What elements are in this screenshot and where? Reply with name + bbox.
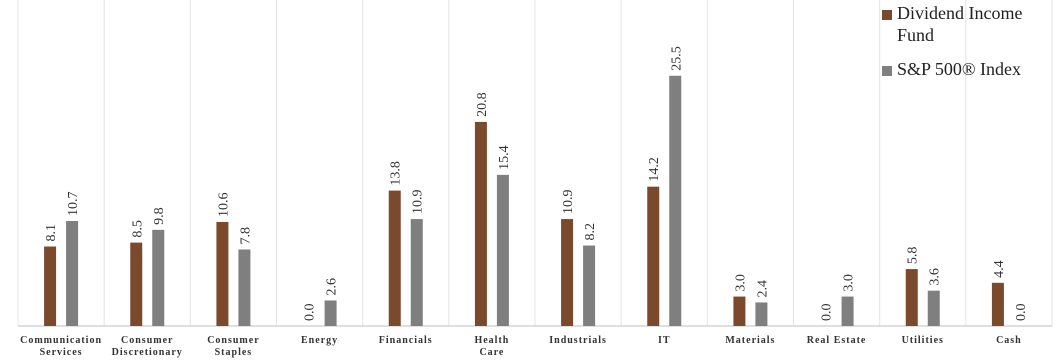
data-label-energy-fund: 0.0 xyxy=(303,304,318,322)
chart-legend: Dividend Income Fund S&P 500® Index xyxy=(882,2,1058,80)
data-label-health-care-index: 15.4 xyxy=(497,145,512,169)
bar-financials-index xyxy=(410,219,423,326)
bar-communication-services-index xyxy=(66,221,79,326)
data-label-materials-fund: 3.0 xyxy=(733,274,748,292)
tick-label-cash: Cash xyxy=(996,335,1022,346)
legend-item-dividend-income-fund: Dividend Income Fund xyxy=(882,2,1058,46)
bar-it-index xyxy=(669,75,682,326)
bar-consumer-staples-index xyxy=(238,249,251,326)
tick-label-health-care-line2: Care xyxy=(479,347,504,358)
legend-label-sp500-index: S&P 500® Index xyxy=(897,59,1022,79)
bar-consumer-discretionary-fund xyxy=(130,242,143,326)
data-label-materials-index: 2.4 xyxy=(755,280,770,298)
data-label-it-fund: 14.2 xyxy=(647,157,662,182)
data-label-industrials-index: 8.2 xyxy=(583,223,598,241)
tick-label-consumer-staples-line1: Consumer xyxy=(207,335,259,346)
legend-swatch-sp500-index xyxy=(882,66,892,76)
data-label-utilities-index: 3.6 xyxy=(928,268,943,286)
data-label-it-index: 25.5 xyxy=(669,46,684,71)
data-label-consumer-discretionary-fund: 8.5 xyxy=(130,220,145,238)
legend-label-dividend-income-fund-line1: Dividend Income xyxy=(897,3,1023,23)
tick-label-financials: Financials xyxy=(379,335,433,346)
bar-utilities-index xyxy=(927,290,940,326)
tick-label-communication-services-line1: Communication xyxy=(20,335,102,346)
bar-it-fund xyxy=(647,186,660,326)
bar-industrials-fund xyxy=(561,219,574,326)
bar-energy-index xyxy=(324,300,337,326)
data-label-financials-index: 10.9 xyxy=(411,190,426,215)
data-label-energy-index: 2.6 xyxy=(325,278,340,296)
tick-label-it: IT xyxy=(658,335,671,346)
data-label-real-estate-index: 3.0 xyxy=(842,274,857,292)
tick-label-consumer-discretionary-line2: Discretionary xyxy=(112,347,183,358)
data-label-consumer-staples-fund: 10.6 xyxy=(216,192,231,217)
tick-label-energy: Energy xyxy=(301,335,338,346)
tick-label-health-care-line1: Health xyxy=(474,335,509,346)
bar-real-estate-index xyxy=(841,296,854,326)
legend-swatch-dividend-income-fund xyxy=(882,10,892,20)
tick-label-real-estate: Real Estate xyxy=(807,335,867,346)
bar-industrials-index xyxy=(583,245,596,326)
data-label-communication-services-index: 10.7 xyxy=(66,192,81,217)
data-label-consumer-staples-index: 7.8 xyxy=(238,227,253,245)
data-label-communication-services-fund: 8.1 xyxy=(44,224,59,242)
data-label-cash-index: 0.0 xyxy=(1014,304,1029,322)
bar-consumer-staples-fund xyxy=(216,221,229,326)
bar-cash-fund xyxy=(991,282,1004,326)
data-label-utilities-fund: 5.8 xyxy=(906,247,921,265)
bar-utilities-fund xyxy=(905,269,918,326)
data-label-cash-fund: 4.4 xyxy=(992,260,1007,278)
tick-label-utilities: Utilities xyxy=(902,335,944,346)
bar-health-care-index xyxy=(496,174,509,326)
tick-label-industrials: Industrials xyxy=(549,335,607,346)
bar-health-care-fund xyxy=(474,121,487,327)
data-label-consumer-discretionary-index: 9.8 xyxy=(152,207,167,225)
data-label-real-estate-fund: 0.0 xyxy=(820,304,835,322)
data-label-financials-fund: 13.8 xyxy=(389,161,404,186)
bar-financials-fund xyxy=(388,190,401,326)
bar-consumer-discretionary-index xyxy=(152,229,165,326)
bar-materials-index xyxy=(755,302,768,326)
data-label-health-care-fund: 20.8 xyxy=(475,92,490,117)
legend-item-sp500-index: S&P 500® Index xyxy=(882,58,1058,80)
tick-label-consumer-staples-line2: Staples xyxy=(215,347,253,358)
data-label-industrials-fund: 10.9 xyxy=(561,190,576,215)
bar-materials-fund xyxy=(733,296,746,326)
bar-communication-services-fund xyxy=(44,246,57,326)
legend-label-dividend-income-fund-line2: Fund xyxy=(897,25,935,45)
tick-label-consumer-discretionary-line1: Consumer xyxy=(121,335,173,346)
tick-label-materials: Materials xyxy=(725,335,775,346)
tick-label-communication-services-line2: Services xyxy=(40,347,83,358)
